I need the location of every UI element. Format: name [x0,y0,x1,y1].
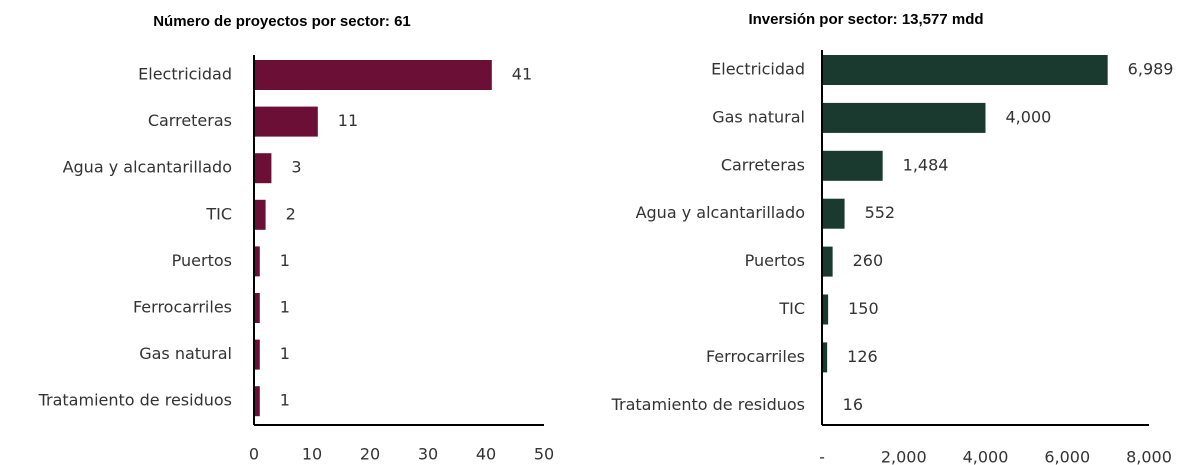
category-label: Agua y alcantarillado [636,203,805,222]
category-label: TIC [778,299,805,318]
bar [822,198,845,229]
bar [254,60,492,90]
value-label: 1 [280,251,290,270]
category-label: Gas natural [712,107,805,126]
value-label: 6,989 [1128,60,1174,79]
category-label: Carreteras [721,155,805,174]
bar [822,294,829,325]
chart-title: Número de proyectos por sector: 61 [153,13,411,30]
bar [822,246,833,277]
bar [254,246,260,277]
value-label: 260 [853,251,884,270]
value-label: 41 [512,65,532,84]
x-tick-label: 30 [418,445,438,464]
category-label: Agua y alcantarillado [63,158,232,177]
category-label: Puertos [745,251,805,270]
value-label: 126 [847,347,878,366]
bar [822,342,828,373]
bar [254,199,266,230]
category-label: TIC [205,204,232,223]
x-tick-label: 8,000 [1126,448,1172,465]
value-label: 1,484 [903,155,949,174]
category-label: Electricidad [711,60,805,79]
value-label: 1 [280,344,290,363]
category-label: Ferrocarriles [133,298,232,317]
x-tick-label: 4,000 [963,448,1009,465]
value-label: 552 [865,203,896,222]
category-label: Electricidad [138,65,232,84]
bar [822,55,1108,85]
category-label: Tratamiento de residuos [38,391,232,410]
value-label: 16 [843,395,863,414]
bar [254,293,260,323]
x-tick-label: 20 [360,445,380,464]
category-label: Puertos [172,251,232,270]
bar [254,386,260,417]
value-label: 3 [291,158,301,177]
value-label: 4,000 [1006,107,1052,126]
value-label: 1 [280,391,290,410]
x-tick-label: 2,000 [881,448,927,465]
bar [254,106,318,137]
x-tick-label: - [819,448,825,465]
category-label: Carreteras [148,111,232,130]
category-label: Tratamiento de residuos [611,395,805,414]
value-label: 150 [848,299,879,318]
chart-title: Inversión por sector: 13,577 mdd [748,11,983,28]
x-tick-label: 10 [302,445,322,464]
value-label: 1 [280,298,290,317]
value-label: 2 [286,204,296,223]
x-tick-label: 40 [476,445,496,464]
bar [822,150,883,181]
category-label: Gas natural [139,344,232,363]
x-tick-label: 6,000 [1044,448,1090,465]
bar [254,339,260,370]
bar [822,102,986,133]
x-tick-label: 50 [534,445,554,464]
x-tick-label: 0 [249,445,259,464]
category-label: Ferrocarriles [706,347,805,366]
bar [254,153,272,184]
value-label: 11 [338,111,358,130]
